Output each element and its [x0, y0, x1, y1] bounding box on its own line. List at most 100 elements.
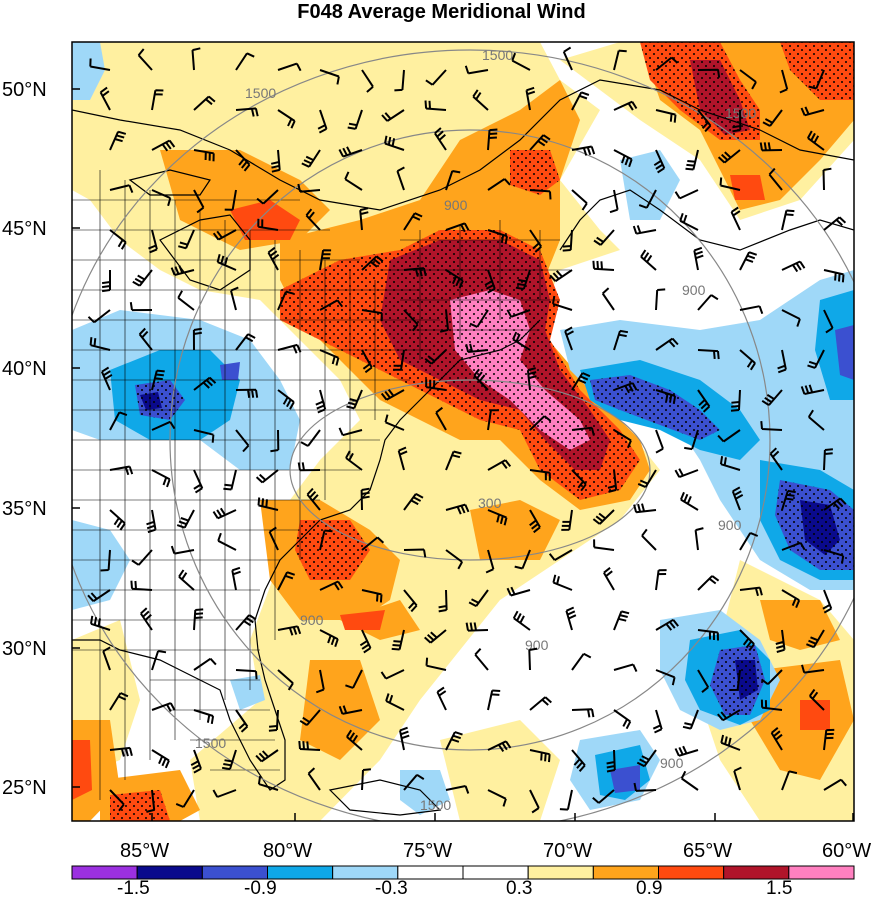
- wind-barb: [739, 305, 764, 315]
- wind-barb: [193, 149, 215, 162]
- wind-barb: [823, 309, 834, 334]
- wind-barb: [175, 789, 195, 808]
- wind-barb: [224, 189, 237, 211]
- wind-barb: [469, 309, 489, 328]
- wind-barb: [270, 149, 281, 173]
- wind-barb: [256, 189, 279, 205]
- wind-barb: [613, 149, 633, 168]
- wind-barb: [109, 130, 127, 151]
- colorbar-swatch: [658, 865, 725, 880]
- colorbar-swatch: [788, 865, 855, 880]
- wind-barb: [552, 295, 573, 311]
- lat-label-50n: 50°N: [2, 79, 47, 101]
- wind-barb: [592, 260, 615, 271]
- wind-barb: [731, 486, 744, 511]
- wind-barb: [613, 100, 638, 111]
- wind-barb: [465, 343, 489, 353]
- wind-barb: [697, 575, 720, 591]
- political-boundaries: [72, 170, 570, 821]
- wind-barb: [633, 503, 657, 514]
- wind-barb: [559, 789, 573, 811]
- wind-barb: [235, 149, 251, 172]
- wind-barb: [435, 406, 447, 431]
- wind-barb: [823, 497, 847, 511]
- wind-barb: [637, 469, 657, 489]
- wind-barb: [484, 269, 496, 294]
- wind-barb: [193, 608, 204, 631]
- wind-barb: [319, 249, 332, 271]
- colorbar-swatch: [267, 865, 334, 880]
- wind-barb: [571, 469, 587, 492]
- wind-barb: [397, 446, 408, 471]
- wind-barb: [151, 749, 170, 769]
- wind-barb: [506, 586, 531, 597]
- wind-barb: [682, 709, 699, 730]
- wind-barb: [801, 664, 825, 674]
- wind-barb: [109, 789, 125, 812]
- wind-barb: [381, 109, 405, 122]
- wind-barb: [768, 167, 783, 191]
- wind-barb: [526, 367, 537, 391]
- wind-barb: [697, 68, 721, 78]
- wind-barb: [384, 414, 405, 431]
- lat-label-40n: 40°N: [2, 358, 47, 380]
- wind-barb: [729, 669, 741, 691]
- wind-barb: [297, 183, 321, 193]
- wind-barb: [445, 731, 463, 751]
- wind-barb: [760, 699, 783, 711]
- latitude-axis: [72, 88, 80, 788]
- wind-barb: [655, 669, 676, 686]
- wind-barb: [823, 728, 835, 751]
- wind-barb: [212, 229, 237, 241]
- wind-barb: [529, 696, 552, 711]
- wind-barb: [221, 749, 237, 771]
- longitude-axis: [151, 813, 854, 821]
- wind-barb: [257, 218, 279, 231]
- wind-barb: [151, 702, 176, 712]
- lat-label-25n: 25°N: [2, 777, 47, 799]
- wind-barb: [346, 389, 363, 410]
- wind-barb: [438, 589, 448, 613]
- wind-barb: [100, 549, 111, 572]
- wind-barb: [319, 629, 339, 648]
- wind-barb: [593, 229, 615, 246]
- wind-barb: [487, 789, 507, 807]
- wind-barb: [151, 89, 164, 111]
- wind-barb: [733, 766, 742, 791]
- wind-barb: [193, 376, 217, 391]
- wind-barb: [319, 580, 344, 591]
- wind-barb: [231, 566, 241, 591]
- colorbar-label: -1.5: [117, 878, 150, 899]
- wind-barb: [759, 142, 783, 152]
- map-title: F048 Average Meridional Wind: [297, 1, 586, 23]
- wind-barb: [434, 127, 447, 151]
- wind-barb: [529, 415, 552, 431]
- wind-barb: [359, 629, 372, 654]
- contour-label: 1500: [245, 85, 276, 101]
- wind-barb: [697, 629, 719, 641]
- contour-label: 900: [300, 612, 324, 628]
- wind-barb: [277, 669, 294, 691]
- wind-barb: [823, 216, 847, 231]
- wind-barb: [445, 222, 470, 233]
- wind-barb: [235, 388, 259, 398]
- wind-barb: [403, 493, 424, 511]
- wind-barb: [277, 62, 302, 72]
- wind-barb: [808, 688, 825, 711]
- wind-barb: [808, 69, 825, 90]
- wind-barb: [613, 663, 638, 673]
- wind-barb: [693, 246, 704, 271]
- wind-barb: [655, 56, 679, 71]
- wind-barb: [445, 549, 463, 570]
- wind-barb: [319, 529, 333, 551]
- wind-barb: [212, 789, 237, 798]
- wind-barb: [561, 509, 573, 531]
- wind-barb: [613, 382, 638, 394]
- wind-barb: [403, 548, 427, 558]
- wind-barb: [151, 650, 167, 671]
- wind-barb: [529, 509, 541, 534]
- colorbar-label: -0.9: [244, 878, 277, 899]
- wind-barb: [601, 287, 615, 311]
- wind-barb: [399, 726, 410, 751]
- wind-barb: [636, 749, 657, 768]
